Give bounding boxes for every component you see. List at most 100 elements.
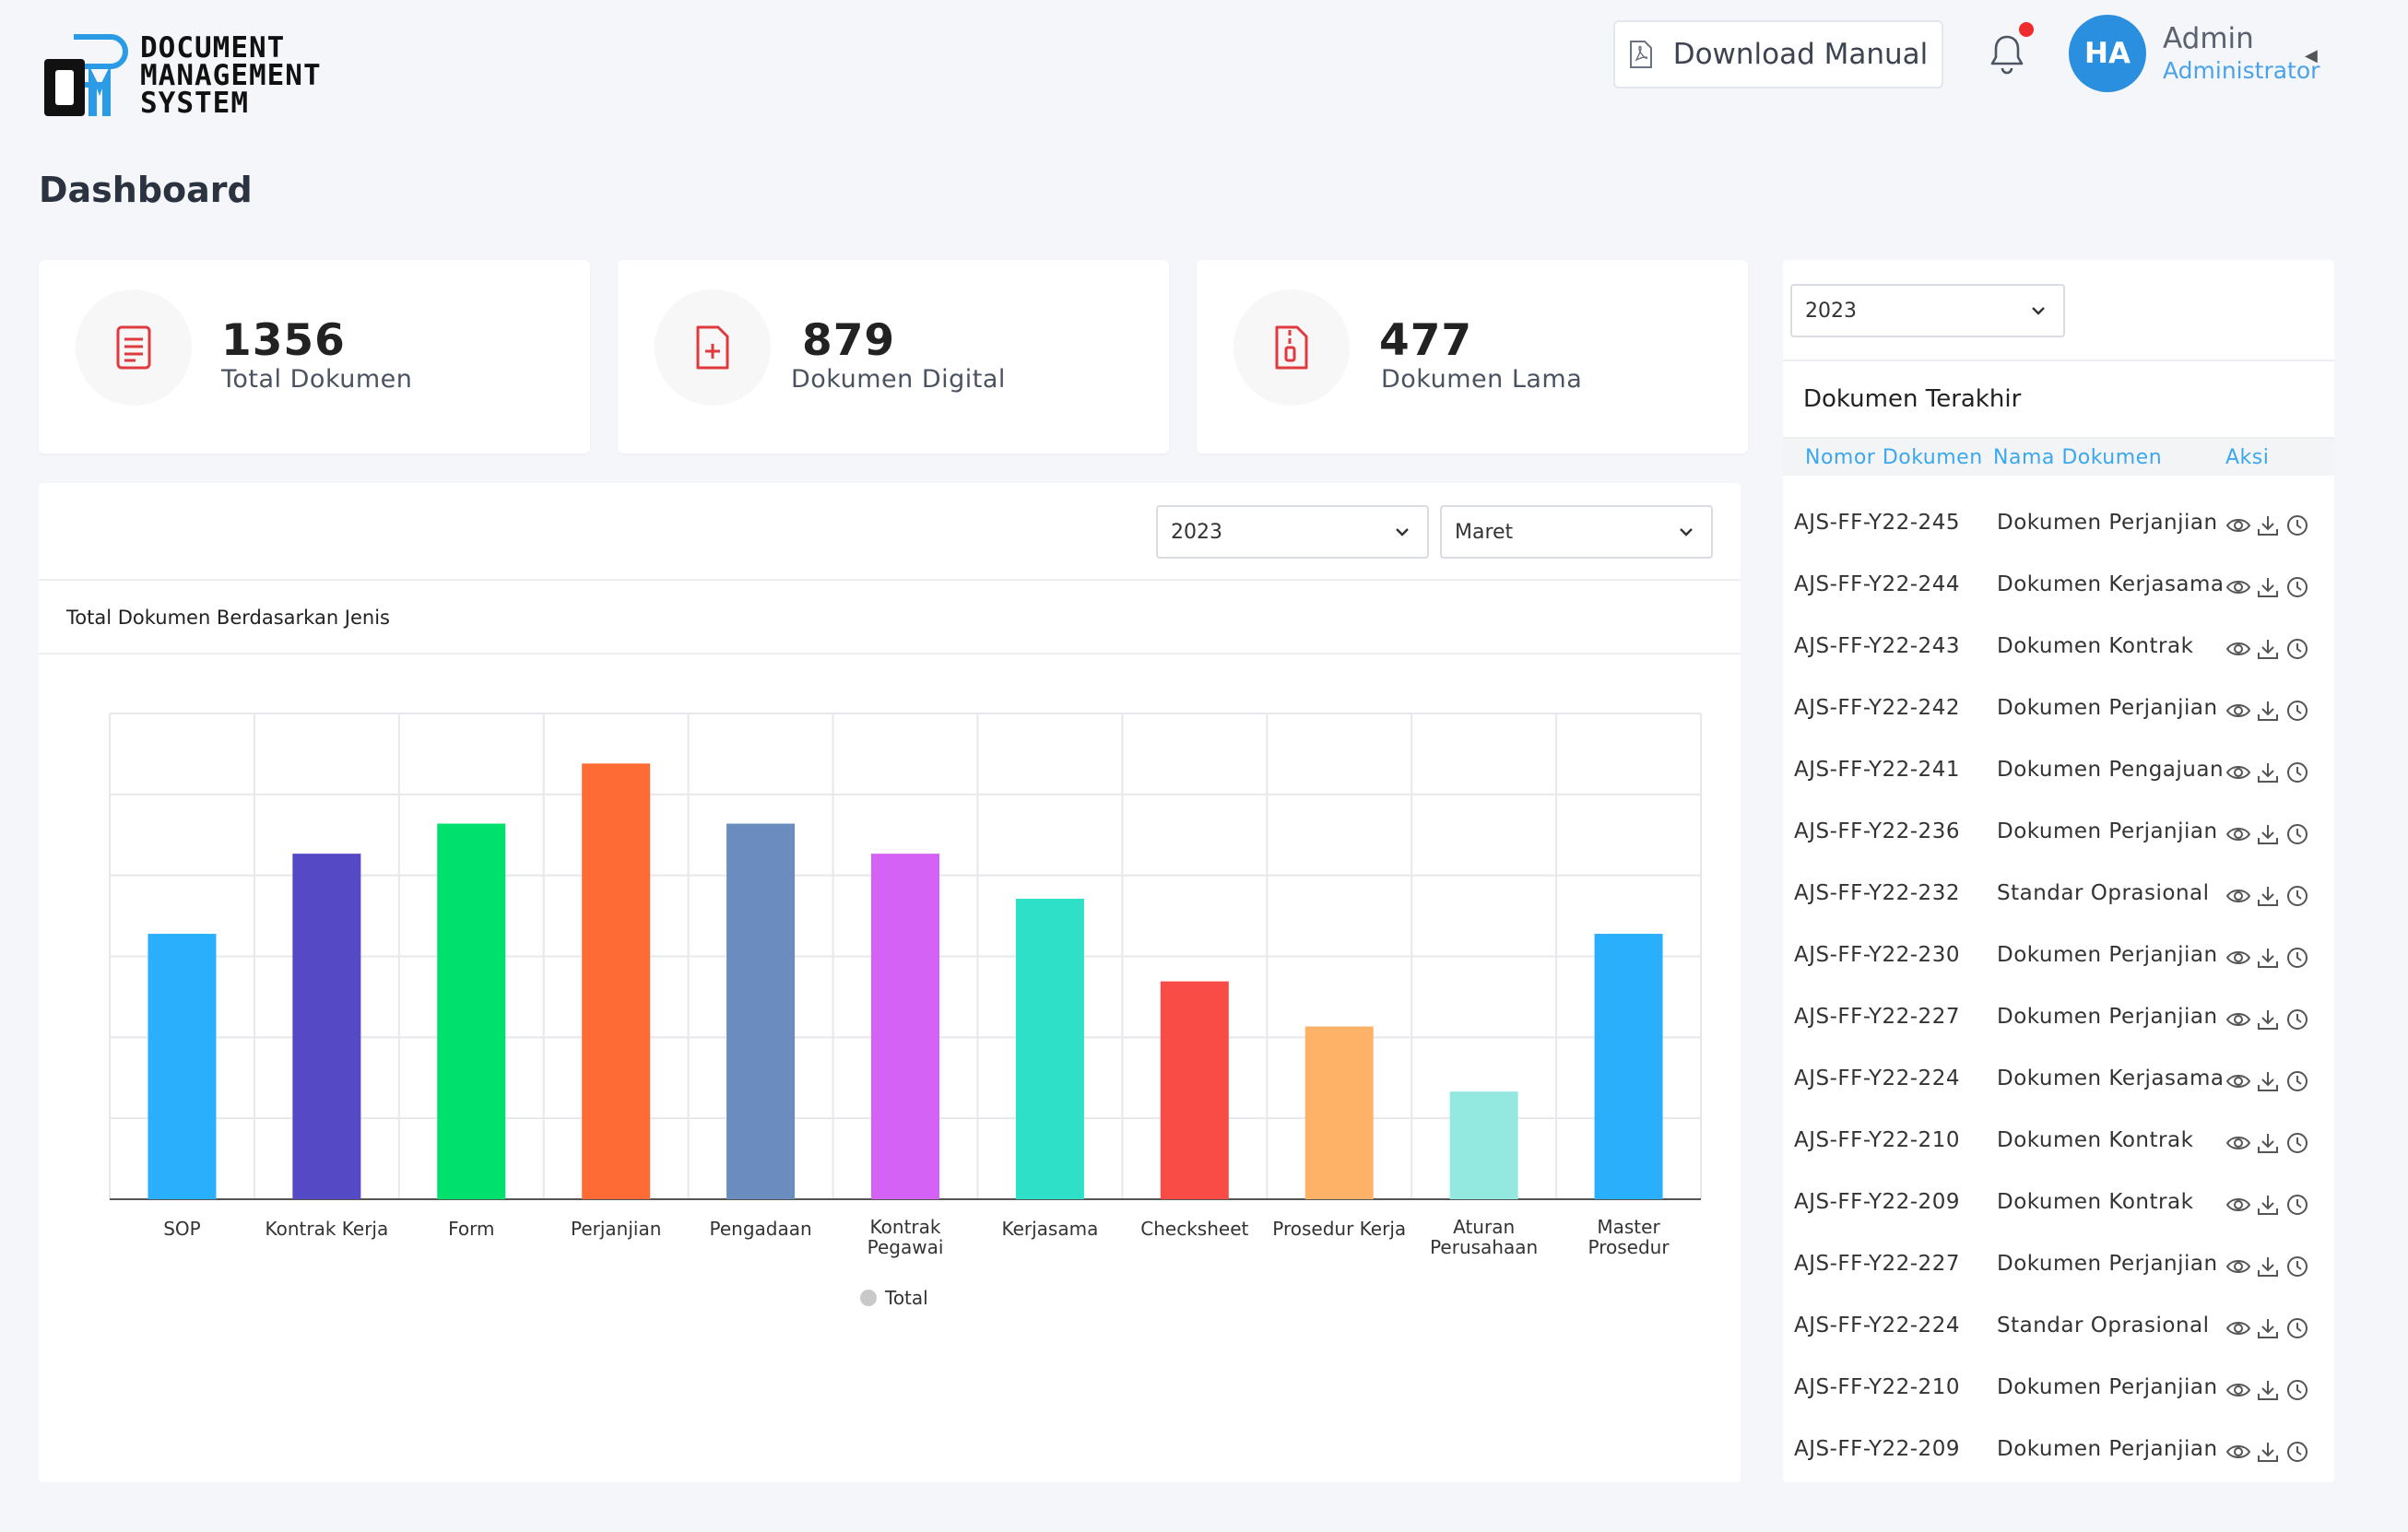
download-icon[interactable] [2255, 760, 2281, 785]
history-icon[interactable] [2284, 1130, 2310, 1156]
download-icon[interactable] [2255, 698, 2281, 724]
bar[interactable] [1160, 981, 1229, 1199]
eye-icon[interactable] [2225, 1068, 2251, 1094]
eye-icon[interactable] [2225, 574, 2251, 600]
history-icon[interactable] [2284, 1315, 2310, 1341]
history-icon[interactable] [2284, 1068, 2310, 1094]
eye-icon[interactable] [2225, 821, 2251, 847]
download-icon[interactable] [2255, 821, 2281, 847]
history-icon[interactable] [2284, 1007, 2310, 1032]
history-icon[interactable] [2284, 821, 2310, 847]
download-icon[interactable] [2255, 1439, 2281, 1465]
eye-icon[interactable] [2225, 760, 2251, 785]
bar[interactable] [292, 854, 361, 1199]
document-zip-icon [1234, 289, 1350, 406]
history-icon[interactable] [2284, 636, 2310, 662]
avatar[interactable]: HA [2069, 15, 2146, 92]
history-icon[interactable] [2284, 513, 2310, 538]
eye-icon[interactable] [2225, 1007, 2251, 1032]
download-manual-button[interactable]: Download Manual [1613, 20, 1943, 88]
eye-icon[interactable] [2225, 883, 2251, 909]
document-plus-icon [655, 289, 771, 406]
doc-name: Dokumen Kontrak [1997, 1128, 2194, 1152]
chart-month-select[interactable]: Maret [1440, 505, 1713, 559]
bar[interactable] [582, 763, 651, 1199]
history-icon[interactable] [2284, 1192, 2310, 1218]
user-menu-caret-icon[interactable]: ◀ [2305, 46, 2318, 65]
app-logo[interactable]: DOCUMENT MANAGEMENT SYSTEM [41, 31, 354, 120]
x-tick-label: Pengadaan [710, 1218, 812, 1240]
eye-icon[interactable] [2225, 513, 2251, 538]
history-icon[interactable] [2284, 1439, 2310, 1465]
notification-bell-icon[interactable] [1986, 31, 2028, 77]
eye-icon[interactable] [2225, 1377, 2251, 1403]
doc-number: AJS-FF-Y22-244 [1794, 572, 1960, 596]
history-icon[interactable] [2284, 883, 2310, 909]
chevron-down-icon [1396, 528, 1409, 536]
history-icon[interactable] [2284, 698, 2310, 724]
column-header-nomor[interactable]: Nomor Dokumen [1805, 446, 1983, 469]
history-icon[interactable] [2284, 945, 2310, 971]
bar[interactable] [726, 823, 796, 1199]
stat-value: 879 [802, 315, 896, 366]
doc-name: Dokumen Perjanjian [1997, 943, 2218, 967]
recent-year-select[interactable]: 2023 [1790, 284, 2065, 337]
eye-icon[interactable] [2225, 636, 2251, 662]
history-icon[interactable] [2284, 1377, 2310, 1403]
download-icon[interactable] [2255, 1130, 2281, 1156]
doc-name: Dokumen Perjanjian [1997, 819, 2218, 843]
chart-card: 2023 Maret Total Dokumen Berdasarkan Jen… [39, 483, 1741, 1482]
history-icon[interactable] [2284, 1254, 2310, 1279]
doc-name: Dokumen Perjanjian [1997, 1437, 2218, 1461]
eye-icon[interactable] [2225, 1254, 2251, 1279]
recent-documents-card: 2023 Dokumen Terakhir Nomor Dokumen Nama… [1783, 260, 2334, 1482]
doc-number: AJS-FF-Y22-224 [1794, 1314, 1960, 1338]
stat-label: Total Dokumen [221, 365, 413, 394]
bar[interactable] [1449, 1091, 1518, 1199]
download-icon[interactable] [2255, 1377, 2281, 1403]
eye-icon[interactable] [2225, 1130, 2251, 1156]
doc-name: Dokumen Perjanjian [1997, 1375, 2218, 1399]
chart-year-select[interactable]: 2023 [1156, 505, 1429, 559]
row-actions [2225, 1377, 2310, 1403]
download-icon[interactable] [2255, 945, 2281, 971]
download-icon[interactable] [2255, 574, 2281, 600]
bar[interactable] [1304, 1026, 1374, 1199]
eye-icon[interactable] [2225, 1315, 2251, 1341]
eye-icon[interactable] [2225, 1439, 2251, 1465]
logo-line-1: DOCUMENT [140, 31, 286, 65]
bar[interactable] [1015, 899, 1084, 1199]
eye-icon[interactable] [2225, 698, 2251, 724]
row-actions [2225, 1192, 2310, 1218]
chart-title: Total Dokumen Berdasarkan Jenis [66, 607, 391, 629]
x-tick-label: Prosedur Kerja [1272, 1218, 1406, 1240]
table-row: AJS-FF-Y22-227 Dokumen Perjanjian [1783, 1252, 2334, 1314]
eye-icon[interactable] [2225, 945, 2251, 971]
download-icon[interactable] [2255, 636, 2281, 662]
download-icon[interactable] [2255, 1007, 2281, 1032]
download-icon[interactable] [2255, 1254, 2281, 1279]
stat-card-lama: 477 Dokumen Lama [1197, 260, 1748, 454]
download-icon[interactable] [2255, 1192, 2281, 1218]
chart-title-bar [39, 581, 1741, 654]
legend-label[interactable]: Total [884, 1287, 928, 1309]
column-header-aksi: Aksi [2225, 446, 2270, 469]
download-icon[interactable] [2255, 1068, 2281, 1094]
column-header-nama[interactable]: Nama Dokumen [1993, 446, 2163, 469]
bar[interactable] [871, 854, 939, 1199]
eye-icon[interactable] [2225, 1192, 2251, 1218]
download-icon[interactable] [2255, 883, 2281, 909]
bar[interactable] [437, 823, 506, 1199]
history-icon[interactable] [2284, 574, 2310, 600]
chart-month-value: Maret [1455, 520, 1514, 544]
bar[interactable] [1594, 934, 1663, 1199]
bar[interactable] [148, 934, 217, 1199]
doc-number: AJS-FF-Y22-209 [1794, 1437, 1960, 1461]
stat-value: 1356 [221, 315, 346, 366]
user-name[interactable]: Admin [2163, 22, 2254, 55]
history-icon[interactable] [2284, 760, 2310, 785]
download-icon[interactable] [2255, 513, 2281, 538]
doc-number: AJS-FF-Y22-224 [1794, 1067, 1960, 1090]
logo-wordmark: DOCUMENT MANAGEMENT SYSTEM [140, 31, 322, 118]
download-icon[interactable] [2255, 1315, 2281, 1341]
